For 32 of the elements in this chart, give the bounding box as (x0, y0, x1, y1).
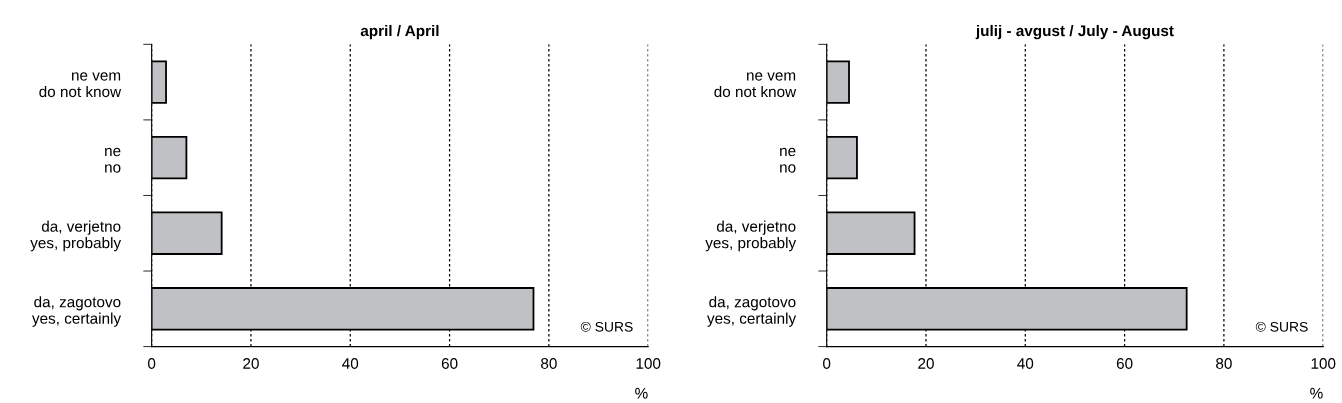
y-tick-label: da, verjetno yes, probably (705, 220, 797, 252)
y-tick-label: da, zagotovo yes, certainly (707, 296, 797, 327)
bar (826, 60, 850, 104)
y-tick-label: ne vem do not know (39, 72, 122, 98)
bar (151, 60, 167, 104)
y-tick-label: ne vem do not know (714, 72, 797, 98)
bar (826, 135, 858, 180)
x-tick-label: 40 (1017, 358, 1034, 369)
annotation: © SURS (1255, 321, 1308, 332)
y-tick-label: da, zagotovo yes, certainly (31, 296, 122, 327)
x-tick-label: 100 (1311, 358, 1336, 369)
chart-title: julij - avgust / July - August (975, 24, 1174, 40)
x-tick-label: 60 (1116, 358, 1133, 369)
x-tick-label: 20 (243, 358, 259, 369)
x-tick-label: 80 (1216, 358, 1232, 369)
x-tick-label: 0 (823, 358, 831, 369)
y-tick-label: da, verjetno yes, probably (30, 220, 122, 252)
y-tick-label: ne no (105, 147, 121, 173)
y-tick-label: ne no (780, 147, 796, 173)
x-tick-label: 20 (918, 358, 934, 369)
x-tick-label: 40 (342, 358, 359, 369)
bar (151, 135, 188, 180)
x-axis-title: % (1310, 387, 1323, 399)
bar (151, 211, 223, 255)
x-tick-label: 100 (636, 358, 661, 369)
chart-title: april / April (360, 24, 439, 40)
x-tick-label: 80 (541, 358, 557, 369)
x-tick-label: 60 (441, 358, 458, 369)
bar (826, 211, 916, 255)
x-tick-label: 0 (147, 358, 156, 369)
x-axis-title: % (635, 387, 648, 399)
annotation: © SURS (580, 321, 633, 332)
